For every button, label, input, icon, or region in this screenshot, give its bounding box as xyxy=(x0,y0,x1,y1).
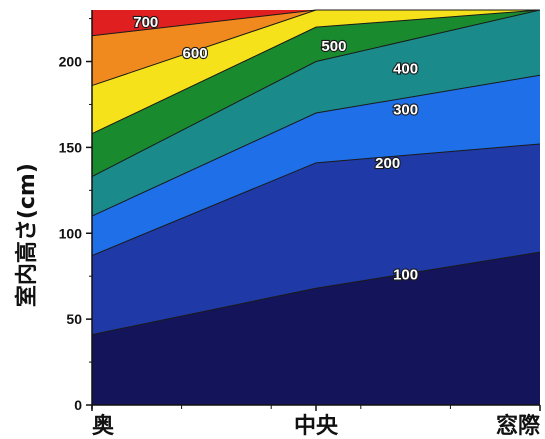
y-tick-label-50: 50 xyxy=(66,311,82,327)
contour-label-500: 500 xyxy=(321,38,346,55)
contour-line-700 xyxy=(91,9,540,37)
contour-label-700: 700 xyxy=(133,14,158,31)
x-category-label-2: 窓際 xyxy=(496,413,541,439)
contour-label-400: 400 xyxy=(393,60,418,77)
y-tick-label-150: 150 xyxy=(59,139,83,155)
contour-line-100 xyxy=(91,251,541,336)
contour-label-300: 300 xyxy=(393,102,418,119)
contour-label-100: 100 xyxy=(393,266,418,283)
x-category-label-1: 中央 xyxy=(294,413,339,439)
contour-band-700 xyxy=(92,10,540,36)
y-tick-label-200: 200 xyxy=(59,54,83,70)
contour-label-600: 600 xyxy=(183,45,208,62)
contour-line-200 xyxy=(91,143,541,257)
x-category-label-0: 奥 xyxy=(92,413,115,439)
y-tick-label-0: 0 xyxy=(74,397,82,413)
y-axis-label: 室内高さ(cm) xyxy=(14,163,40,307)
contour-band-600 xyxy=(92,10,540,86)
contour-label-200: 200 xyxy=(375,155,400,172)
y-tick-label-100: 100 xyxy=(59,225,83,241)
contour-line-300 xyxy=(91,74,541,217)
contour-line-400 xyxy=(91,9,541,178)
contour-line-500 xyxy=(91,9,541,135)
